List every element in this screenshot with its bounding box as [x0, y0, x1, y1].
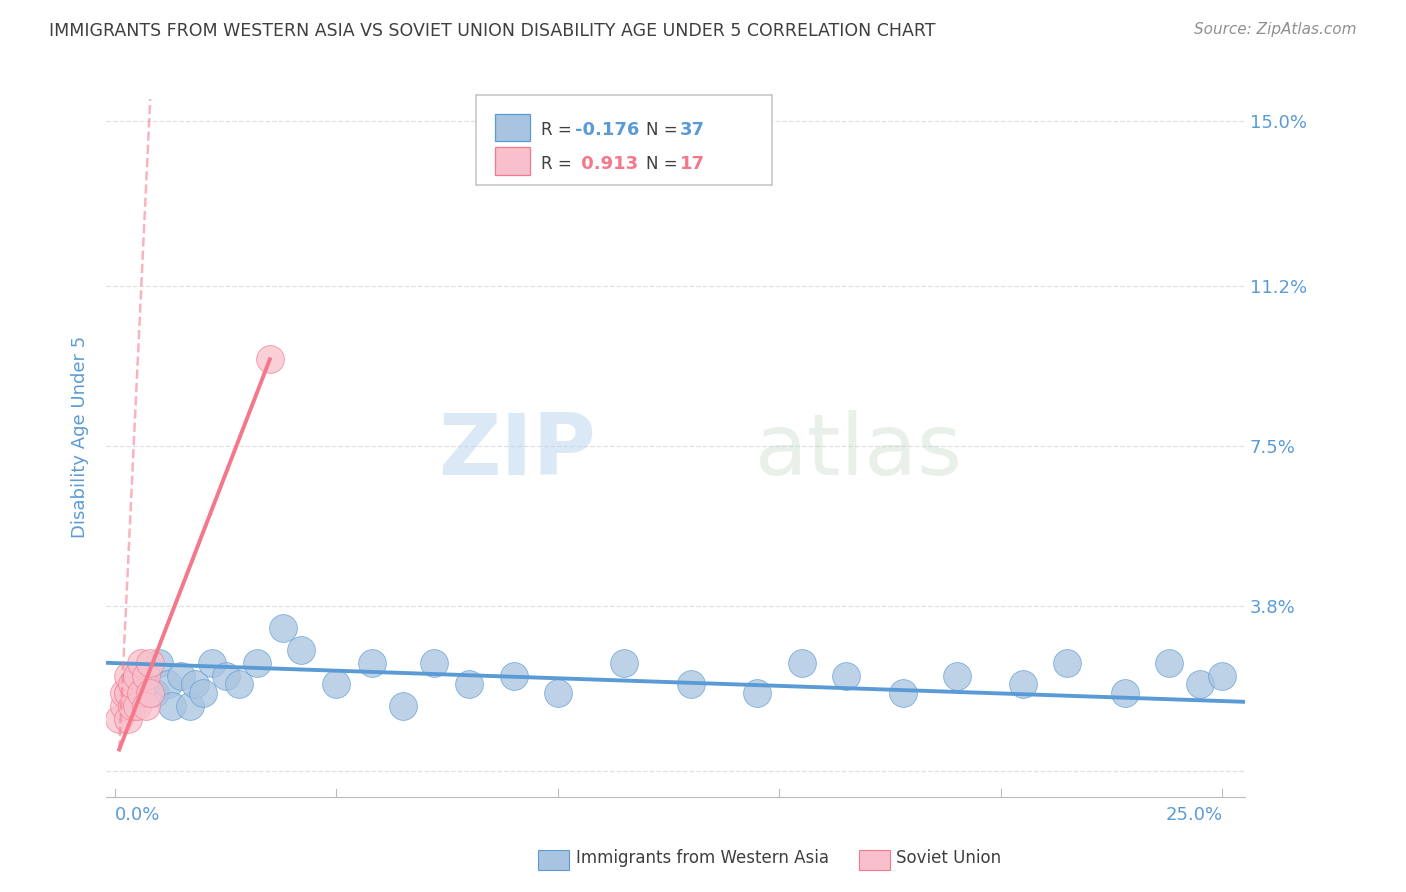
Point [790, 656, 813, 670]
Text: N =: N = [645, 155, 682, 173]
Point [1211, 669, 1233, 683]
Point [117, 669, 139, 683]
Point [1159, 656, 1181, 670]
Text: atlas: atlas [755, 410, 963, 493]
Point [117, 712, 139, 726]
Text: Source: ZipAtlas.com: Source: ZipAtlas.com [1194, 22, 1357, 37]
Point [271, 621, 294, 635]
Point [679, 677, 702, 691]
Text: 0.913: 0.913 [575, 155, 638, 173]
Text: 17: 17 [681, 155, 704, 173]
Point [245, 656, 267, 670]
FancyBboxPatch shape [495, 147, 530, 175]
Point [360, 656, 382, 670]
Point [143, 686, 166, 700]
Point [125, 699, 148, 714]
Point [125, 669, 148, 683]
Point [170, 669, 193, 683]
Point [502, 669, 524, 683]
Point [108, 712, 131, 726]
Point [131, 656, 153, 670]
Point [121, 677, 143, 691]
Text: 25.0%: 25.0% [1166, 805, 1222, 824]
Point [135, 669, 157, 683]
Point [179, 699, 201, 714]
Point [183, 677, 205, 691]
Point [139, 656, 162, 670]
Text: N =: N = [645, 121, 682, 139]
Text: R =: R = [541, 155, 576, 173]
Text: Immigrants from Western Asia: Immigrants from Western Asia [576, 849, 830, 867]
Point [135, 699, 157, 714]
Point [1114, 686, 1136, 700]
Point [228, 677, 250, 691]
Point [391, 699, 413, 714]
Point [423, 656, 446, 670]
Point [135, 677, 157, 691]
Point [214, 669, 236, 683]
Point [325, 677, 347, 691]
Point [747, 686, 769, 700]
Point [1012, 677, 1035, 691]
Point [290, 642, 312, 657]
Point [117, 686, 139, 700]
Point [117, 686, 139, 700]
Point [193, 686, 215, 700]
Y-axis label: Disability Age Under 5: Disability Age Under 5 [72, 336, 89, 539]
Point [156, 677, 179, 691]
Point [259, 352, 281, 367]
Point [547, 686, 569, 700]
Point [112, 686, 135, 700]
Point [893, 686, 915, 700]
Point [613, 656, 636, 670]
Text: R =: R = [541, 121, 576, 139]
Text: ZIP: ZIP [437, 410, 596, 493]
Text: IMMIGRANTS FROM WESTERN ASIA VS SOVIET UNION DISABILITY AGE UNDER 5 CORRELATION : IMMIGRANTS FROM WESTERN ASIA VS SOVIET U… [49, 22, 936, 40]
Point [121, 699, 143, 714]
Point [131, 686, 153, 700]
Point [1056, 656, 1078, 670]
FancyBboxPatch shape [495, 113, 530, 141]
Text: -0.176: -0.176 [575, 121, 640, 139]
Text: Soviet Union: Soviet Union [897, 849, 1001, 867]
Point [835, 669, 858, 683]
Point [148, 656, 170, 670]
Point [1189, 677, 1212, 691]
Point [112, 699, 135, 714]
Point [139, 686, 162, 700]
Point [945, 669, 967, 683]
FancyBboxPatch shape [477, 95, 772, 186]
Text: 37: 37 [681, 121, 704, 139]
Point [458, 677, 481, 691]
Text: 0.0%: 0.0% [115, 805, 160, 824]
Point [201, 656, 224, 670]
Point [162, 699, 184, 714]
Point [125, 669, 148, 683]
